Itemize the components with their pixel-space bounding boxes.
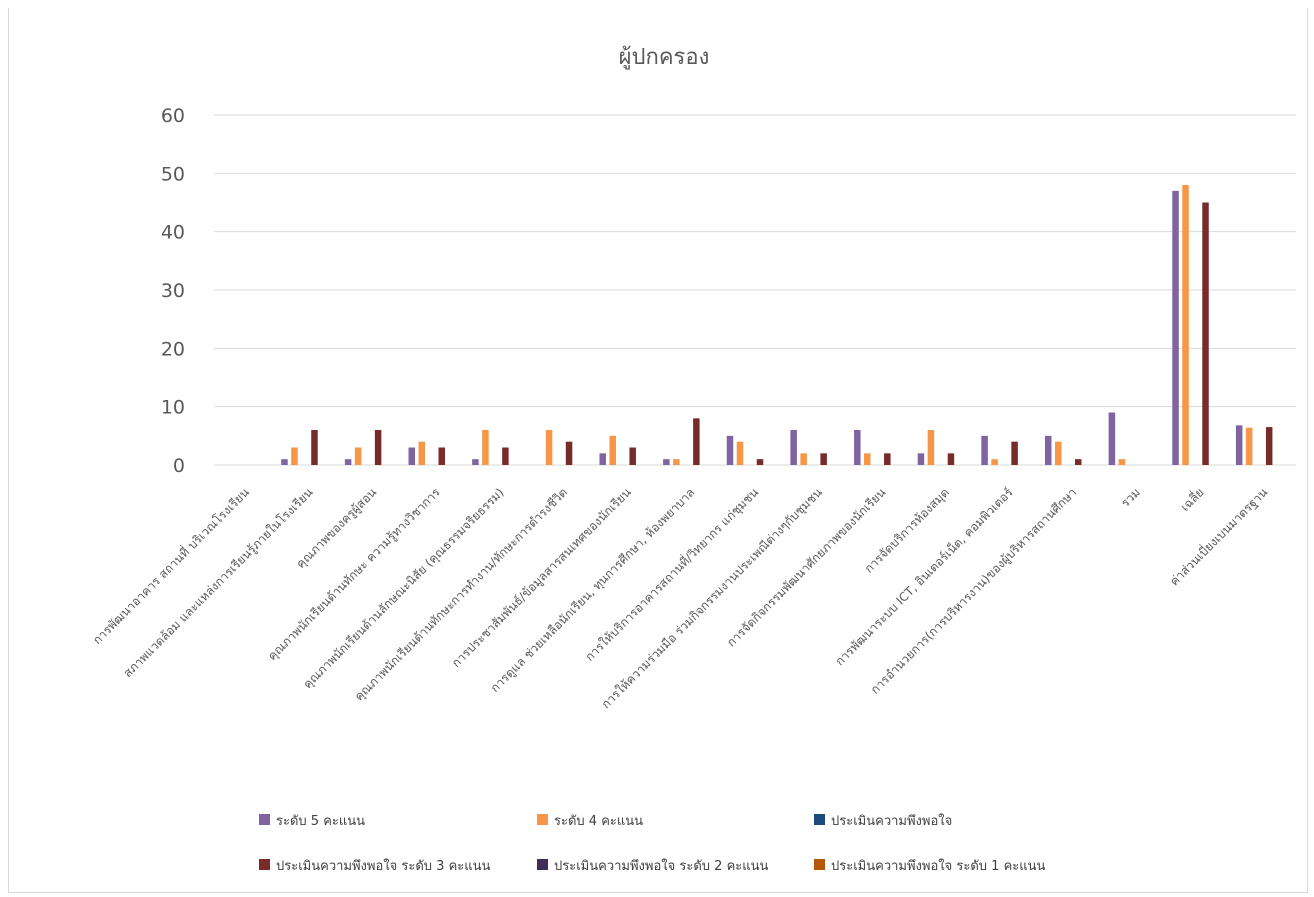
bar-1 [981,435,988,465]
x-tick-label: คุณภาพนักเรียนด้านทักษะการทำงาน/ทักษะการ… [352,485,571,704]
legend-label: ประเมินความพึงพอใจ [831,813,952,829]
y-tick-label: 60 [161,105,185,127]
bar-1 [790,430,797,465]
bar-4 [502,447,509,465]
bar-2 [1054,441,1062,465]
y-tick-label: 10 [161,397,185,419]
x-tick-label: การให้ความร่วมมือ ร่วมกิจกรรมงานประเพณีต… [599,485,826,712]
bar-1 [1235,425,1243,465]
bar-2 [482,430,489,465]
y-tick-label: 30 [161,280,185,302]
bar-4 [629,447,636,465]
bar-2 [673,459,680,465]
bar-1 [1108,412,1116,465]
y-tick-label: 40 [161,222,185,244]
bar-1 [726,435,734,465]
bar-1 [344,459,352,465]
gridlines [214,114,1296,466]
legend-swatch [259,859,270,870]
x-tick-label: เฉลี่ย [1176,484,1206,514]
y-axis: 0 10 20 30 40 50 60 [161,105,185,477]
bar-4 [756,459,764,465]
bar-2 [736,441,744,465]
bar-2 [864,453,871,465]
bar-4 [374,430,382,465]
bar-4 [1202,202,1209,465]
legend-swatch [537,859,548,870]
bar-1 [663,459,670,465]
bar-1 [1172,190,1179,466]
legend-label: ประเมินความพึงพอใจ ระดับ 2 คะแนน [554,858,769,874]
bar-4 [438,447,446,465]
bar-1 [472,459,479,465]
x-axis-labels: การพัฒนาอาคาร สถานที่ บริเวณโรงเรียนสภาพ… [89,484,1271,712]
legend-label: ระดับ 4 คะแนน [554,814,643,829]
bar-1 [854,430,861,465]
bar-4 [820,453,827,465]
chart-title: ผู้ปกครอง [619,45,710,70]
bar-4 [1074,459,1082,465]
legend-label: ระดับ 5 คะแนน [276,814,365,829]
legend-label: ประเมินความพึงพอใจ ระดับ 1 คะแนน [831,858,1046,874]
bar-1 [917,453,925,465]
bar-4 [884,453,891,465]
bar-2 [1118,459,1126,465]
bar-2 [991,459,998,465]
legend-swatch [814,814,825,825]
bar-1 [408,447,416,465]
legend: ระดับ 5 คะแนน ระดับ 4 คะแนน ประเมินความพึง… [259,813,1046,874]
bar-2 [354,447,362,465]
legend-label: ประเมินความพึงพอใจ ระดับ 3 คะแนน [276,858,491,874]
y-tick-label: 50 [161,163,185,185]
bar-2 [1182,185,1189,465]
bar-4 [1265,427,1273,465]
chart-frame: ผู้ปกครอง 0 10 20 30 40 50 60 การพัฒนาอาคาร สถ… [8,8,1308,893]
legend-swatch [259,814,270,825]
bar-1 [1044,435,1052,465]
bars [281,185,1273,466]
bar-4 [947,453,955,465]
y-tick-label: 0 [173,455,185,477]
bar-4 [693,418,700,465]
bar-2 [545,430,553,465]
x-tick-label: รวม [1118,485,1143,510]
bar-2 [1245,427,1253,465]
bar-2 [291,447,298,465]
y-tick-label: 20 [161,338,185,360]
bar-2 [609,435,616,465]
chart-svg: ผู้ปกครอง 0 10 20 30 40 50 60 การพัฒนาอาคาร สถ… [89,45,1296,874]
bar-4 [565,441,573,465]
bar-2 [927,430,935,465]
bar-4 [1011,441,1018,465]
legend-swatch [537,814,548,825]
bar-2 [418,441,426,465]
legend-swatch [814,859,825,870]
bar-4 [311,430,318,465]
bar-2 [800,453,807,465]
bar-1 [599,453,606,465]
bar-1 [281,459,288,465]
